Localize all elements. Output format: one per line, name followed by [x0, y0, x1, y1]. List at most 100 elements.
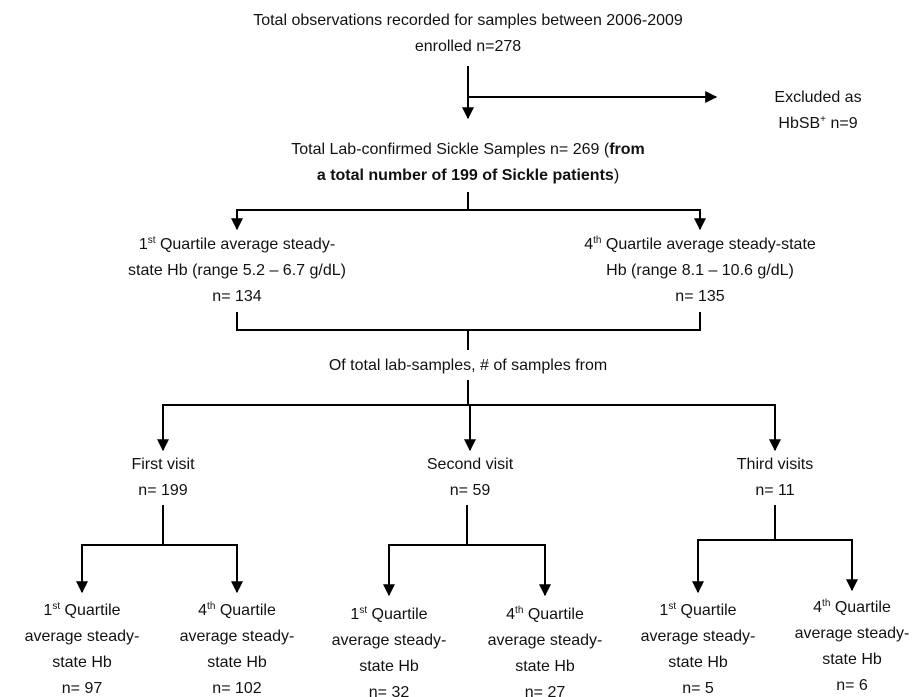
node-line: n= 27 [488, 680, 603, 697]
node-text: average steady- [487, 632, 603, 649]
node-text: 4 [506, 606, 516, 623]
node-line: state Hb [180, 650, 295, 676]
node-text: n= 59 [449, 482, 491, 499]
node-line: average steady- [641, 624, 756, 650]
node-text: n= 11 [755, 482, 795, 499]
node-text: Quartile average steady-state [601, 236, 816, 253]
node-text: state Hb [515, 658, 575, 675]
node-line: n= 5 [641, 676, 756, 697]
node-line: 1st Quartile [25, 598, 140, 624]
node-text: Excluded as [774, 89, 862, 106]
node-text: Quartile [215, 602, 276, 619]
node-text: 4 [813, 599, 823, 616]
node-text: Hb (range 8.1 – 10.6 g/dL) [606, 262, 794, 279]
node-line: state Hb [25, 650, 140, 676]
node-line: n= 102 [180, 676, 295, 697]
node-line: n= 97 [25, 676, 140, 697]
node-text: Total Lab-confirmed Sickle Samples n= 26… [291, 141, 610, 158]
node-text: ) [613, 167, 620, 184]
node-box: 4th Quartile average steady-state Hb n= 10… [180, 598, 295, 697]
node-text: st [52, 601, 61, 612]
node-text: from [609, 141, 645, 158]
node-line: 1st Quartile average steady- [128, 232, 346, 258]
node-text: 1 [43, 602, 53, 619]
node-text: 4 [198, 602, 208, 619]
node-text: a total number of 199 of Sickle patients [316, 167, 614, 184]
node-text: state Hb [668, 654, 728, 671]
node-line: average steady- [332, 628, 447, 654]
node-text: Quartile average steady- [155, 236, 336, 253]
node-text: st [359, 605, 368, 616]
node-text: th [822, 598, 831, 609]
node-text: Third visits [736, 456, 814, 473]
node-box: Total Lab-confirmed Sickle Samples n= 26… [291, 137, 645, 189]
node-line: n= 199 [131, 478, 194, 504]
node-line: HbSB+ n=9 [774, 111, 861, 137]
node-box: 4th Quartile average steady-state Hb n= 6 [795, 595, 910, 697]
node-text: HbSB [778, 115, 821, 132]
node-line: n= 32 [332, 680, 447, 697]
node-box: 1st Quartile average steady-state Hb n= 5 [641, 598, 756, 697]
node-text: n= 134 [212, 288, 262, 305]
node-box: Of total lab-samples, # of samples from [329, 353, 607, 379]
node-line: 1st Quartile [332, 602, 447, 628]
node-line: average steady- [795, 621, 910, 647]
node-box: 1st Quartile average steady-state Hb n= 32 [332, 602, 447, 697]
node-text: Second visit [426, 456, 514, 473]
node-text: 1 [659, 602, 669, 619]
node-text: st [147, 235, 156, 246]
node-text: 4 [584, 236, 594, 253]
node-box: Excluded as HbSB+ n=9 [774, 85, 861, 137]
node-box: Total observations recorded for samples … [253, 8, 683, 60]
node-text: Quartile [676, 602, 737, 619]
node-text: n= 102 [212, 680, 262, 697]
node-text: n=9 [826, 115, 858, 132]
node-line: n= 135 [584, 284, 816, 310]
node-line: state Hb [795, 647, 910, 673]
node-text: st [668, 601, 677, 612]
node-box: Second visit n= 59 [427, 452, 513, 504]
node-line: 1st Quartile [641, 598, 756, 624]
node-box: First visit n= 199 [131, 452, 194, 504]
node-text: th [593, 235, 602, 246]
node-line: Total observations recorded for samples … [253, 8, 683, 34]
node-line: Total Lab-confirmed Sickle Samples n= 26… [291, 137, 645, 163]
node-line: Of total lab-samples, # of samples from [329, 353, 607, 379]
node-text: average steady- [794, 625, 910, 642]
node-text: state Hb [822, 651, 882, 668]
node-line: n= 6 [795, 673, 910, 697]
node-text: average steady- [24, 628, 140, 645]
node-text: Quartile [60, 602, 121, 619]
node-text: 1 [350, 606, 360, 623]
node-text: Of total lab-samples, # of samples from [328, 357, 608, 374]
node-text: n= 199 [138, 482, 188, 499]
node-text: Quartile [523, 606, 584, 623]
node-line: Excluded as [774, 85, 861, 111]
node-line: 4th Quartile [488, 602, 603, 628]
node-line: Third visits [737, 452, 813, 478]
node-line: state Hb (range 5.2 – 6.7 g/dL) [128, 258, 346, 284]
node-line: 4th Quartile [795, 595, 910, 621]
node-text: n= 135 [675, 288, 725, 305]
node-line: n= 134 [128, 284, 346, 310]
node-line: enrolled n=278 [253, 34, 683, 60]
node-text: 1 [138, 236, 148, 253]
node-text: state Hb [207, 654, 267, 671]
node-line: state Hb [641, 650, 756, 676]
node-line: Second visit [427, 452, 513, 478]
node-box: 4th Quartile average steady-state Hb n= 27 [488, 602, 603, 697]
node-text: average steady- [331, 632, 447, 649]
node-line: state Hb [332, 654, 447, 680]
node-line: n= 59 [427, 478, 513, 504]
node-box: Third visits n= 11 [737, 452, 813, 504]
node-line: First visit [131, 452, 194, 478]
node-line: state Hb [488, 654, 603, 680]
node-text: n= 5 [682, 680, 714, 697]
node-text: n= 6 [836, 677, 868, 694]
node-text: th [207, 601, 216, 612]
node-box: 1st Quartile average steady-state Hb n= 97 [25, 598, 140, 697]
node-text: n= 97 [61, 680, 103, 697]
node-line: 4th Quartile [180, 598, 295, 624]
